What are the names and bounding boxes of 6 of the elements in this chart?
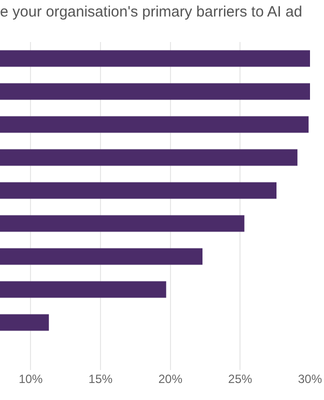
x-tick-label: 25% [228, 372, 253, 386]
x-tick-label: 10% [18, 372, 44, 386]
chart-title: e your organisation's primary barriers to AI ad [0, 4, 302, 20]
x-tick-label: 30% [298, 372, 322, 386]
x-tick-label: 20% [158, 372, 183, 386]
x-tick-label: 15% [88, 372, 113, 386]
